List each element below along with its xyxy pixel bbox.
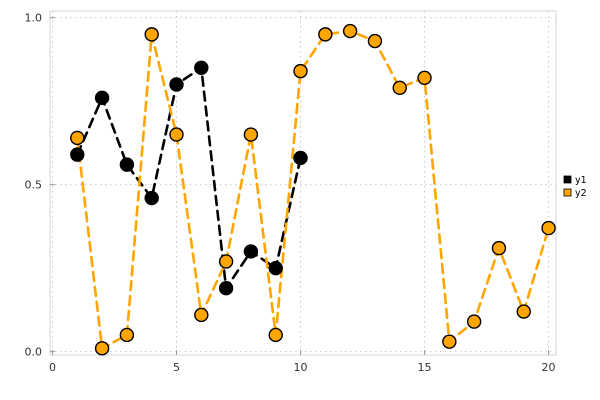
data-point-y2 (293, 63, 308, 79)
data-point-y2 (218, 254, 234, 269)
data-point-y1 (119, 157, 135, 172)
data-point-y1 (268, 260, 283, 276)
legend-marker-y1 (563, 175, 572, 184)
data-point-y1 (243, 244, 259, 259)
data-point-y1 (169, 77, 184, 92)
data-point-y2 (342, 23, 358, 39)
data-point-y1 (293, 150, 308, 166)
legend-label-y1: y1 (575, 175, 587, 186)
data-point-y2 (367, 33, 383, 49)
data-point-y1 (144, 190, 159, 206)
legend-item-y2: y2 (563, 188, 587, 199)
data-point-y2 (442, 334, 457, 349)
data-point-y2 (243, 127, 259, 142)
legend-item-y1: y1 (563, 175, 587, 186)
data-point-y1 (194, 60, 209, 75)
data-point-y2 (268, 327, 283, 343)
data-point-y2 (70, 130, 85, 146)
data-point-y2 (194, 307, 209, 323)
x-tick-label: 20 (542, 361, 556, 374)
data-point-y2 (392, 80, 407, 96)
legend-marker-y2 (563, 188, 572, 197)
y-tick-label: 1.0 (25, 12, 43, 25)
data-point-y2 (466, 314, 482, 329)
data-point-y2 (169, 127, 184, 142)
data-point-y2 (144, 27, 159, 42)
x-tick-label: 10 (294, 361, 308, 374)
legend-label-y2: y2 (575, 188, 587, 199)
y-tick-label: 0.0 (25, 346, 43, 359)
data-point-y2 (318, 27, 333, 42)
x-tick-label: 5 (173, 361, 180, 374)
data-point-y1 (70, 147, 85, 162)
data-point-y2 (516, 304, 531, 319)
data-point-y2 (94, 341, 110, 356)
data-point-y2 (119, 327, 135, 343)
x-tick-label: 0 (49, 361, 56, 374)
data-point-y1 (94, 90, 110, 106)
y-tick-label: 0.5 (25, 179, 43, 192)
x-tick-label: 15 (418, 361, 432, 374)
data-point-y1 (218, 281, 234, 296)
data-point-y2 (491, 240, 507, 256)
data-point-y2 (541, 220, 556, 236)
data-point-y2 (417, 70, 432, 85)
